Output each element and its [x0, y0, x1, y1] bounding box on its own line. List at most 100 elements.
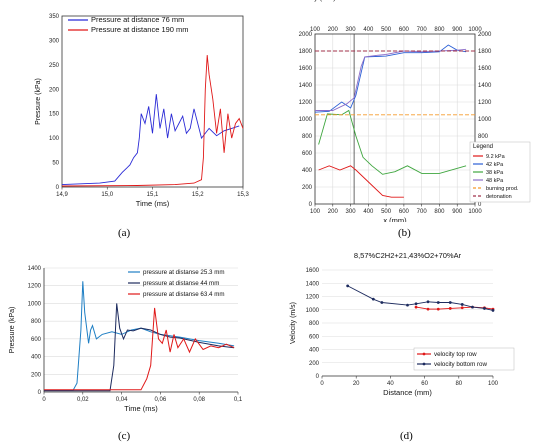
y-tick-label: 0: [56, 185, 60, 191]
y-axis-label: Pressure (kPa): [9, 307, 16, 354]
x-tick-label: 1000: [468, 209, 482, 215]
y-tick-label: 600: [31, 337, 42, 343]
x-tick-label: 900: [452, 209, 463, 215]
series-1-point: [371, 297, 375, 301]
x-axis-label: Distance (mm): [383, 388, 432, 397]
series-line-0: [61, 94, 240, 186]
series-1-point: [448, 301, 452, 304]
y-tick-label: 1000: [299, 117, 313, 123]
y-right-tick-label: 800: [478, 134, 489, 140]
y-tick-label: 800: [31, 319, 42, 325]
x-top-tick-label: 1000: [468, 27, 482, 33]
y-tick-label: 1800: [299, 49, 313, 55]
y-tick-label: 400: [31, 355, 42, 361]
legend-label: detonation: [486, 194, 512, 200]
y-tick-label: 1400: [299, 83, 313, 89]
x-tick-label: 600: [399, 209, 410, 215]
y-tick-label: 2000: [299, 32, 313, 38]
y-tick-label: 400: [302, 168, 313, 174]
x-tick-label: 100: [310, 209, 321, 215]
x-tick-label: 100: [488, 381, 499, 387]
series-line-1: [44, 303, 235, 392]
series-0-point: [436, 307, 440, 311]
series-1-point: [471, 305, 474, 309]
y-tick-label: 200: [309, 361, 320, 367]
x-tick-label: 700: [417, 209, 428, 215]
y-tick-label: 1400: [28, 266, 42, 272]
y-tick-label: 0: [309, 202, 313, 208]
x-tick-label: 15,1: [147, 192, 159, 198]
x-axis-label: Time (ms): [124, 404, 158, 413]
caption-c: (c): [118, 430, 131, 442]
x-top-tick-label: 700: [417, 27, 428, 33]
series-1-point: [460, 303, 464, 306]
x-tick-label: 15,0: [101, 192, 113, 198]
series-line-2: [318, 109, 467, 175]
legend-marker: [422, 352, 426, 356]
legend-label: pressure at distanse 44 mm: [143, 280, 219, 287]
x-tick-label: 14,9: [56, 192, 68, 198]
legend-label: velocity top row: [434, 351, 477, 358]
x-top-tick-label: 600: [399, 27, 410, 33]
y-tick-label: 300: [49, 38, 60, 44]
y-tick-label: 1000: [306, 308, 320, 314]
caption-d: (d): [400, 430, 413, 442]
legend-label: pressure at distanse 63.4 mm: [143, 291, 225, 298]
chart-d: 0 20 40 60 80 1000200400600800100012001400160…: [290, 251, 515, 397]
x-top-tick-label: 100: [310, 27, 321, 33]
y-tick-label: 350: [49, 14, 60, 20]
y-tick-label: 1200: [28, 284, 42, 290]
series-line-0: [416, 306, 494, 310]
x-tick-label: 0: [42, 397, 46, 403]
x-top-tick-label: 500: [381, 27, 392, 33]
series-0-point: [426, 307, 430, 311]
x-tick-label: 400: [363, 209, 374, 215]
series-line-1: [347, 285, 494, 311]
legend-label: velocity bottom row: [434, 361, 487, 368]
y-tick-label: 1600: [299, 66, 313, 72]
y-tick-label: 0: [38, 390, 42, 396]
x-tick-label: 0,08: [193, 397, 205, 403]
x-axis-label: Time (ms): [136, 199, 170, 208]
y-tick-label: 800: [302, 134, 313, 140]
legend-label: 38 kPa: [486, 170, 504, 176]
legend-title: Legend: [473, 144, 493, 150]
x-tick-label: 80: [455, 381, 462, 387]
y-tick-label: 1200: [299, 100, 313, 106]
chart-a: 14,9 15,0 15,1 15,2 15,3 0 50 100 150 200 250 300 35…: [35, 14, 249, 208]
series-line-3: [315, 48, 467, 111]
x-tick-label: 0: [320, 381, 324, 387]
legend-box: [413, 347, 515, 371]
y-tick-label: 800: [309, 321, 320, 327]
series-1-point: [380, 301, 384, 304]
plot-frame: [61, 15, 244, 188]
series-0-point: [414, 305, 418, 309]
x-tick-label: 60: [421, 381, 428, 387]
series-1-point: [426, 300, 430, 304]
y-right-tick-label: 1200: [478, 100, 492, 106]
x-top-tick-label: 800: [434, 27, 445, 33]
x-tick-label: 0,1: [234, 397, 243, 403]
y-tick-label: 600: [309, 334, 320, 340]
legend-label: 42 kPa: [486, 162, 504, 168]
x-tick-label: 200: [328, 209, 339, 215]
series-0-point: [448, 307, 452, 310]
series-line-1: [61, 55, 244, 187]
series-line-1: [314, 44, 467, 113]
series-1-point: [406, 303, 409, 307]
x-top-tick-label: 200: [328, 27, 339, 33]
series-0-point: [460, 306, 464, 310]
y-tick-label: 0: [316, 374, 320, 380]
legend-marker: [422, 362, 426, 366]
y-tick-label: 100: [49, 136, 60, 142]
chart-b: 100 100 200 200 300 300 400 400 500 500 600 600 700 7…: [294, 0, 531, 222]
series-line-0: [318, 165, 404, 198]
x-top-tick-label: 300: [346, 27, 357, 33]
x-tick-label: 300: [346, 209, 357, 215]
y-tick-label: 200: [31, 372, 42, 378]
y-right-tick-label: 0: [478, 202, 482, 208]
y-right-tick-label: 2000: [478, 32, 492, 38]
legend-label: Pressure at distance 76 mm: [91, 15, 184, 24]
legend-label: burning prod.: [486, 186, 519, 192]
x-tick-label: 500: [381, 209, 392, 215]
